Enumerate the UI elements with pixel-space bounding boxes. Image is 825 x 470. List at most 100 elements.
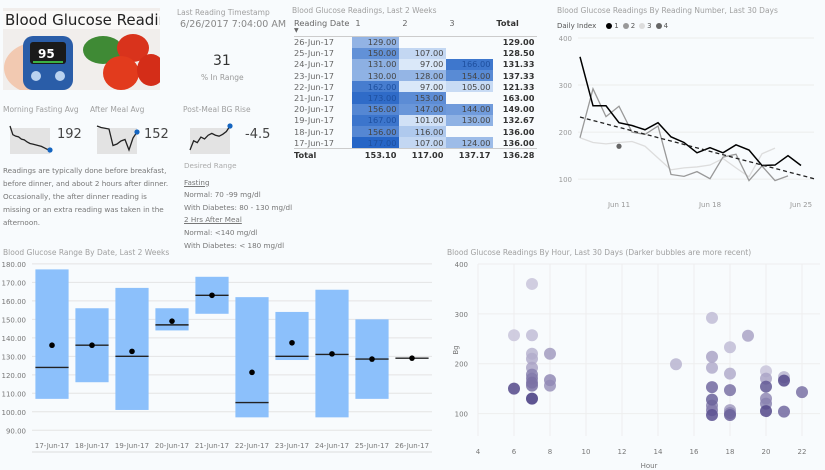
matrix-cell: 167.00 xyxy=(352,114,400,126)
x-tick-label: 22-Jun-17 xyxy=(235,442,269,450)
x-tick-label: Jun 25 xyxy=(789,201,812,209)
x-tick-label: 19-Jun-17 xyxy=(115,442,149,450)
col-header-2[interactable]: 2 xyxy=(402,18,408,28)
scatter-bubble xyxy=(526,352,538,365)
matrix-row[interactable]: 26-Jun-17 129.00 129.00 xyxy=(294,36,537,48)
mean-point xyxy=(49,342,55,349)
x-tick-label: Jun 11 xyxy=(607,201,630,209)
matrix-cell: 173.00 xyxy=(352,92,400,104)
y-tick-label: 110.00 xyxy=(2,390,27,398)
desired-range-title: Desired Range xyxy=(184,161,237,170)
matrix-cell xyxy=(446,126,493,137)
matrix-cell: 144.00 xyxy=(446,103,494,115)
matrix-cell: 154.00 xyxy=(446,70,494,82)
legend-dot-icon xyxy=(639,23,646,29)
col-header-1[interactable]: 1 xyxy=(355,18,361,28)
total-cell: 153.10 xyxy=(352,148,400,161)
description-line: Readings are typically done before break… xyxy=(3,166,167,175)
y-tick-label: 180.00 xyxy=(2,261,27,269)
matrix-row[interactable]: 22-Jun-17 162.00 97.00 105.00 121.33 xyxy=(294,81,537,93)
matrix-row[interactable]: 23-Jun-17 130.00 128.00 154.00 137.33 xyxy=(294,70,537,82)
kpi-morning-label: Morning Fasting Avg xyxy=(3,105,79,114)
x-tick-label: 6 xyxy=(512,448,517,456)
range-chart: 90.00 100.00 110.00 120.00 130.00 140.00 150.0… xyxy=(2,261,432,453)
sparkline-line xyxy=(189,125,231,151)
y-tick-label: 200 xyxy=(559,129,572,137)
sort-desc-icon[interactable]: ▼ xyxy=(294,27,299,34)
scatter-bubble xyxy=(706,393,718,406)
matrix-cell xyxy=(446,92,493,103)
scatter-bubble xyxy=(760,405,772,418)
scatter-bubble xyxy=(706,409,718,422)
scatter-bubble xyxy=(526,277,538,290)
y-tick-label: 300 xyxy=(455,311,468,319)
mean-point xyxy=(329,351,335,357)
legend-item-3[interactable]: 3 xyxy=(639,22,652,30)
fasting-label: Fasting xyxy=(184,177,210,187)
matrix-row[interactable]: 21-Jun-17 173.00 153.00 163.00 xyxy=(294,92,537,104)
legend-dot-icon xyxy=(655,23,662,29)
legend-item-4[interactable]: 4 xyxy=(655,22,668,30)
total-label: Total xyxy=(294,148,353,161)
row-total: 149.00 xyxy=(502,104,535,115)
kpi-aftermeal-label: After Meal Avg xyxy=(90,105,145,114)
matrix-cell: 177.00 xyxy=(352,137,400,149)
trendline xyxy=(579,116,815,180)
mean-point xyxy=(169,318,175,324)
x-tick-label: 18-Jun-17 xyxy=(75,442,109,450)
y-tick-label: 150.00 xyxy=(2,316,27,324)
col-header-3[interactable]: 3 xyxy=(449,18,455,28)
series-line-3 xyxy=(579,137,776,178)
matrix-row[interactable]: 20-Jun-17 156.00 147.00 144.00 149.00 xyxy=(294,103,537,115)
matrix-row[interactable]: 18-Jun-17 156.00 116.00 136.00 xyxy=(294,126,537,138)
matrix-cell: 124.00 xyxy=(446,137,494,149)
scatter-bubble xyxy=(526,329,538,342)
range-chart-title: Blood Glucose Range By Date, Last 2 Week… xyxy=(3,248,170,257)
row-total: 131.33 xyxy=(502,59,535,70)
scatter-bubble xyxy=(670,358,682,371)
range-bar xyxy=(275,311,309,361)
fasting-normal: Normal: 70 -99 mg/dl xyxy=(184,190,261,200)
row-total: 121.33 xyxy=(502,81,535,92)
col-header-date[interactable]: Reading Date ▼ xyxy=(294,18,350,34)
col-header-total[interactable]: Total xyxy=(496,18,519,28)
matrix-row[interactable]: 25-Jun-17 150.00 107.00 128.50 xyxy=(294,47,537,59)
row-date: 25-Jun-17 xyxy=(294,48,334,59)
row-total: 132.67 xyxy=(502,115,535,126)
matrix-row[interactable]: 24-Jun-17 131.00 97.00 166.00 131.33 xyxy=(294,58,537,71)
scatter-bubble xyxy=(724,341,736,354)
y-tick-label: 200 xyxy=(455,361,468,369)
y-tick-label: 140.00 xyxy=(2,335,27,343)
x-tick-label: 18 xyxy=(726,448,735,456)
legend-item-2[interactable]: 2 xyxy=(622,22,635,30)
scatter-bubble xyxy=(526,392,538,405)
matrix-cell: 105.00 xyxy=(446,81,494,93)
x-tick-label: 17-Jun-17 xyxy=(35,442,69,450)
scatter-bubble xyxy=(724,409,736,422)
row-total: 136.00 xyxy=(502,126,535,137)
line-chart: 100 200 300 400 Jun 11 Jun 18 Jun 25 xyxy=(559,35,815,209)
matrix-row[interactable]: 19-Jun-17 167.00 101.00 130.00 132.67 xyxy=(294,114,537,126)
sparkline-area xyxy=(10,128,50,154)
matrix-cell: 97.00 xyxy=(399,58,447,71)
series-point-4 xyxy=(616,143,622,149)
row-date: 26-Jun-17 xyxy=(294,37,334,48)
dashboard-title: Blood Glucose Readings xyxy=(3,11,160,29)
in-range-value: 31 xyxy=(213,53,231,69)
y-tick-label: 400 xyxy=(455,261,468,269)
matrix-cell: 107.00 xyxy=(399,137,447,149)
legend-item-1[interactable]: 1 xyxy=(606,22,619,30)
scatter-bubble xyxy=(544,347,556,360)
matrix-cell: 129.00 xyxy=(352,36,400,48)
mean-point xyxy=(89,342,95,349)
mean-point xyxy=(249,369,255,376)
row-date: 22-Jun-17 xyxy=(294,81,334,92)
legend-dot-icon xyxy=(622,23,629,29)
description-text: Readings are typically done before break… xyxy=(3,164,173,229)
matrix-row[interactable]: 17-Jun-17 177.00 107.00 124.00 136.00 xyxy=(294,137,537,149)
fasting-diabetes: With Diabetes: 80 - 130 mg/dl xyxy=(184,202,293,212)
desired-range-panel: Desired Range Fasting Normal: 70 -99 mg/… xyxy=(184,160,294,252)
scatter-bubble xyxy=(526,379,538,392)
row-date: 19-Jun-17 xyxy=(294,115,334,126)
row-date: 18-Jun-17 xyxy=(294,126,334,137)
